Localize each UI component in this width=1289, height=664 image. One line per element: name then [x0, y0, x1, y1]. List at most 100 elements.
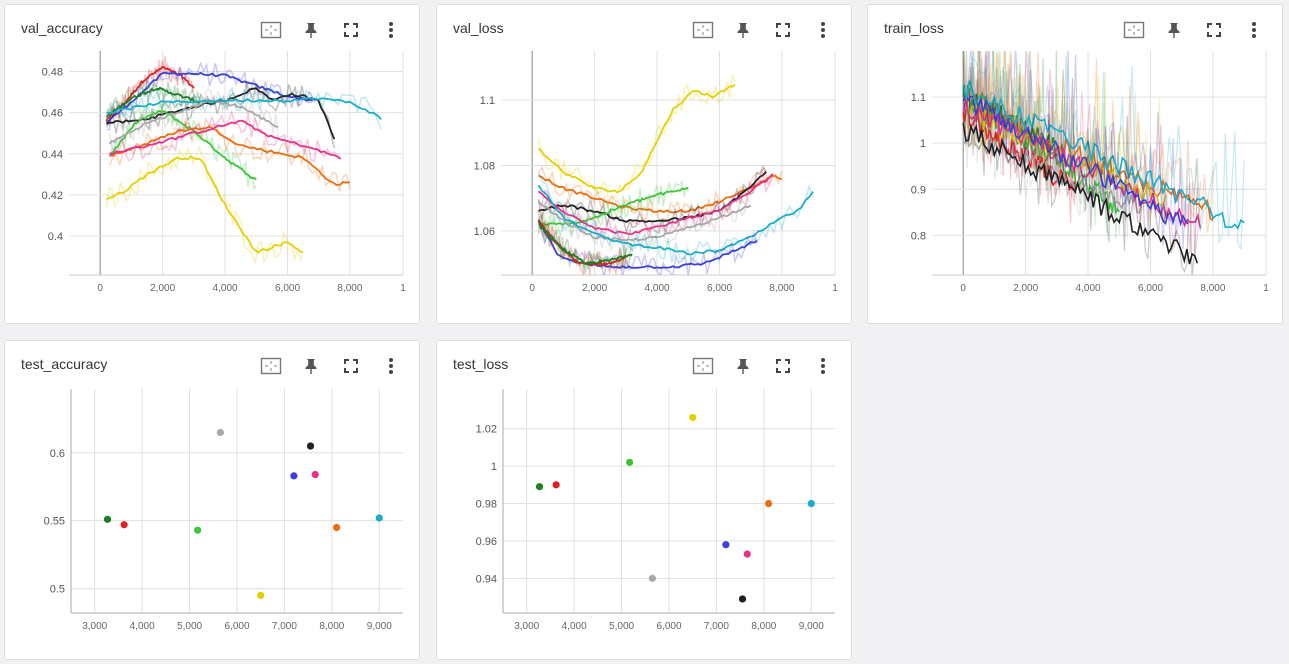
card-train-loss: train_loss 0 2,000 4,000 6,000 8,000 1 0.8 0.9 1…	[867, 4, 1283, 324]
val-accuracy-plot[interactable]: 0 2,000 4,000 6,000 8,000 1 0.4 0.42 0.44 0.46 0.4…	[5, 5, 421, 325]
series-line-pink	[109, 119, 342, 160]
raw-line-orange	[537, 165, 783, 224]
fit-domain-button[interactable]	[1114, 17, 1154, 47]
more-vert-icon	[820, 357, 826, 380]
x-tick-label: 3,000	[82, 621, 107, 632]
x-tick-label: 5,000	[177, 621, 202, 632]
pin-button[interactable]	[291, 17, 331, 47]
fit-domain-icon	[1123, 21, 1145, 44]
scatter-point-red	[552, 481, 560, 489]
raw-line-darkgreen	[962, 51, 1064, 181]
pin-icon	[303, 357, 319, 380]
more-vert-button[interactable]	[1234, 17, 1274, 47]
x-tick-label: 2,000	[150, 283, 175, 294]
fit-domain-button[interactable]	[251, 17, 291, 47]
more-vert-icon	[388, 357, 394, 380]
y-tick-label: 0.94	[476, 573, 497, 585]
card-title: test_accuracy	[21, 356, 108, 372]
fit-domain-button[interactable]	[683, 353, 723, 383]
series-line-blue	[962, 91, 1189, 227]
x-tick-label: 6,000	[707, 283, 732, 294]
y-tick-label: 0.4	[48, 231, 63, 243]
scatter-point-cyan	[375, 514, 383, 522]
pin-icon	[735, 357, 751, 380]
raw-line-red	[537, 209, 627, 275]
raw-line-cyan	[962, 51, 1245, 250]
pin-button[interactable]	[723, 353, 763, 383]
x-tick-label: 0	[960, 283, 966, 294]
y-tick-label: 0.55	[44, 516, 65, 528]
pin-icon	[1166, 21, 1182, 44]
card-toolbar	[683, 353, 843, 383]
x-tick-label: 6,000	[275, 283, 300, 294]
fullscreen-button[interactable]	[331, 353, 371, 383]
scatter-point-orange	[333, 523, 341, 532]
pin-button[interactable]	[291, 353, 331, 383]
x-tick-label: 1	[400, 283, 406, 294]
x-tick-label: 1	[832, 283, 838, 294]
x-tick-label: 8,000	[319, 621, 344, 632]
fit-domain-icon	[260, 21, 282, 44]
y-tick-label: 0.6	[50, 448, 65, 460]
series-line-gray	[108, 98, 279, 145]
pin-button[interactable]	[1154, 17, 1194, 47]
fullscreen-button[interactable]	[331, 17, 371, 47]
y-tick-label: 1.02	[476, 424, 497, 436]
x-tick-label: 2,000	[582, 283, 607, 294]
series-line-cyan	[537, 184, 814, 256]
series-line-black	[538, 171, 767, 224]
fullscreen-button[interactable]	[763, 353, 803, 383]
scatter-point-blue	[722, 541, 730, 549]
series-line-gray	[537, 200, 752, 242]
fullscreen-icon	[775, 22, 791, 43]
more-vert-icon	[820, 21, 826, 44]
pin-icon	[735, 21, 751, 44]
x-tick-label: 4,000	[213, 283, 238, 294]
series-group	[962, 51, 1245, 275]
y-tick-label: 1.08	[474, 160, 495, 172]
more-vert-button[interactable]	[371, 17, 411, 47]
more-vert-icon	[1251, 21, 1257, 44]
more-vert-button[interactable]	[803, 17, 843, 47]
series-line-pink	[537, 173, 774, 235]
y-tick-label: 0.48	[42, 67, 63, 79]
fit-domain-icon	[692, 21, 714, 44]
x-tick-label: 6,000	[1138, 283, 1163, 294]
raw-line-gray	[962, 51, 1142, 239]
pin-icon	[303, 21, 319, 44]
train-loss-plot[interactable]: 0 2,000 4,000 6,000 8,000 1 0.8 0.9 1 1.1	[868, 5, 1284, 325]
fit-domain-button[interactable]	[683, 17, 723, 47]
fit-domain-button[interactable]	[251, 353, 291, 383]
scatter-point-orange	[765, 499, 773, 508]
more-vert-button[interactable]	[371, 353, 411, 383]
series-line-darkgreen	[105, 86, 201, 118]
scatter-point-gray	[648, 574, 656, 582]
fullscreen-button[interactable]	[763, 17, 803, 47]
x-tick-label: 5,000	[609, 621, 634, 632]
val-loss-plot[interactable]: 0 2,000 4,000 6,000 8,000 1 1.06 1.08 1.1	[437, 5, 853, 325]
test-accuracy-plot[interactable]: 3,000 4,000 5,000 6,000 7,000 8,000 9,000 0.5 0.…	[5, 341, 421, 661]
fullscreen-button[interactable]	[1194, 17, 1234, 47]
scatter-point-yellow	[257, 591, 265, 599]
fullscreen-icon	[343, 22, 359, 43]
more-vert-button[interactable]	[803, 353, 843, 383]
fullscreen-icon	[775, 358, 791, 379]
series-line-green	[108, 110, 257, 181]
grid	[503, 389, 835, 613]
x-tick-label: 0	[529, 283, 535, 294]
scatter-point-black	[738, 595, 747, 603]
raw-line-yellow	[537, 73, 736, 205]
series-line-cyan	[106, 97, 382, 121]
x-tick-label: 9,000	[367, 621, 392, 632]
x-tick-label: 1	[1263, 283, 1269, 294]
scatter-point-cyan	[807, 499, 815, 508]
y-tick-label: 1	[491, 461, 497, 473]
scatter-point-pink	[311, 470, 319, 479]
x-tick-label: 8,000	[751, 621, 776, 632]
series-line-orange	[109, 125, 351, 186]
raw-line-cyan	[537, 173, 814, 265]
card-val-accuracy: val_accuracy 0 2,000 4,000 6,000 8,000 1 0.4 0.…	[4, 4, 420, 324]
series-line-darkgreen	[537, 222, 633, 266]
test-loss-plot[interactable]: 3,000 4,000 5,000 6,000 7,000 8,000 9,000 0.94 0…	[437, 341, 853, 661]
pin-button[interactable]	[723, 17, 763, 47]
